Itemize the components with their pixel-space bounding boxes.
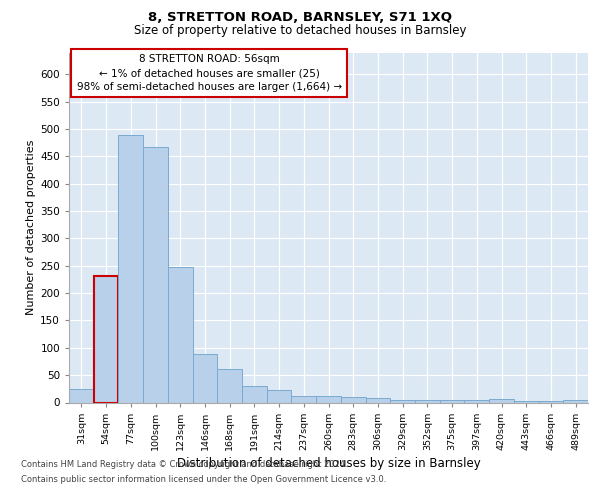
Bar (415, 400, 440, 402)
Bar (563, 400, 588, 402)
Text: Size of property relative to detached houses in Barnsley: Size of property relative to detached ho… (134, 24, 466, 37)
Bar (489, 398, 514, 402)
Bar (341, 397, 365, 402)
Y-axis label: Number of detached properties: Number of detached properties (26, 140, 36, 315)
Bar (316, 396, 341, 402)
Bar (168, 267, 193, 402)
Bar (292, 396, 316, 402)
Bar (464, 400, 489, 402)
Bar (514, 401, 539, 402)
Bar (267, 390, 292, 402)
Bar (217, 368, 242, 402)
Bar (365, 398, 390, 402)
Bar (94, 276, 118, 402)
Bar (539, 401, 563, 402)
Bar (440, 400, 464, 402)
Bar (143, 146, 168, 402)
Bar (242, 386, 267, 402)
Bar (193, 354, 217, 403)
Text: Contains public sector information licensed under the Open Government Licence v3: Contains public sector information licen… (21, 474, 386, 484)
Text: 8, STRETTON ROAD, BARNSLEY, S71 1XQ: 8, STRETTON ROAD, BARNSLEY, S71 1XQ (148, 11, 452, 24)
Bar (390, 400, 415, 402)
X-axis label: Distribution of detached houses by size in Barnsley: Distribution of detached houses by size … (176, 457, 481, 470)
Bar (118, 134, 143, 402)
Text: Contains HM Land Registry data © Crown copyright and database right 2024.: Contains HM Land Registry data © Crown c… (21, 460, 347, 469)
Bar (69, 389, 94, 402)
Text: 8 STRETTON ROAD: 56sqm
← 1% of detached houses are smaller (25)
98% of semi-deta: 8 STRETTON ROAD: 56sqm ← 1% of detached … (77, 54, 341, 92)
